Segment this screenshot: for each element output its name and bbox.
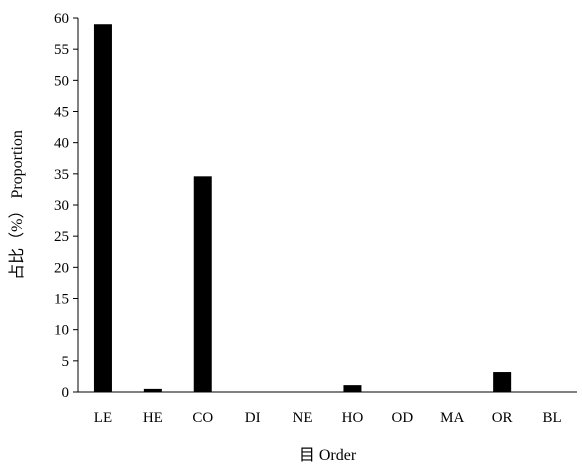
x-tick-label: MA	[440, 410, 464, 426]
y-tick-label: 55	[54, 42, 69, 58]
x-tick-label: DI	[245, 410, 261, 426]
y-tick-label: 0	[62, 385, 70, 401]
bar-le	[93, 24, 112, 392]
y-tick-label: 35	[54, 167, 69, 183]
y-axis: 0 5 10 15 20 25 30 35 40 45 50 55 60	[54, 11, 79, 401]
x-tick-label: NE	[293, 410, 313, 426]
x-tick-label: OR	[492, 410, 513, 426]
bar-ho	[343, 385, 362, 392]
x-tick-label: HE	[143, 410, 163, 426]
y-tick-label: 50	[54, 73, 69, 89]
x-axis: LE HE CO DI NE HO OD MA OR BL	[78, 391, 577, 426]
bars	[93, 24, 512, 392]
bar-or	[493, 372, 512, 392]
y-tick-label: 25	[54, 229, 69, 245]
y-tick-label: 45	[54, 105, 69, 121]
y-axis-title: 占比（%） Proportion	[8, 130, 26, 280]
bar-co	[193, 176, 212, 392]
bar-he	[143, 388, 162, 392]
x-tick-label: HO	[342, 410, 364, 426]
x-tick-label: OD	[392, 410, 414, 426]
y-tick-label: 10	[54, 323, 69, 339]
y-tick-label: 60	[54, 11, 69, 27]
x-tick-label: BL	[542, 410, 561, 426]
y-tick-label: 15	[54, 292, 69, 308]
y-tick-label: 20	[54, 260, 69, 276]
x-tick-label: LE	[94, 410, 112, 426]
x-axis-title: 目 Order	[299, 447, 357, 464]
y-tick-label: 40	[54, 136, 69, 152]
x-tick-label: CO	[192, 410, 213, 426]
y-tick-label: 30	[54, 198, 69, 214]
y-tick-label: 5	[62, 354, 70, 370]
